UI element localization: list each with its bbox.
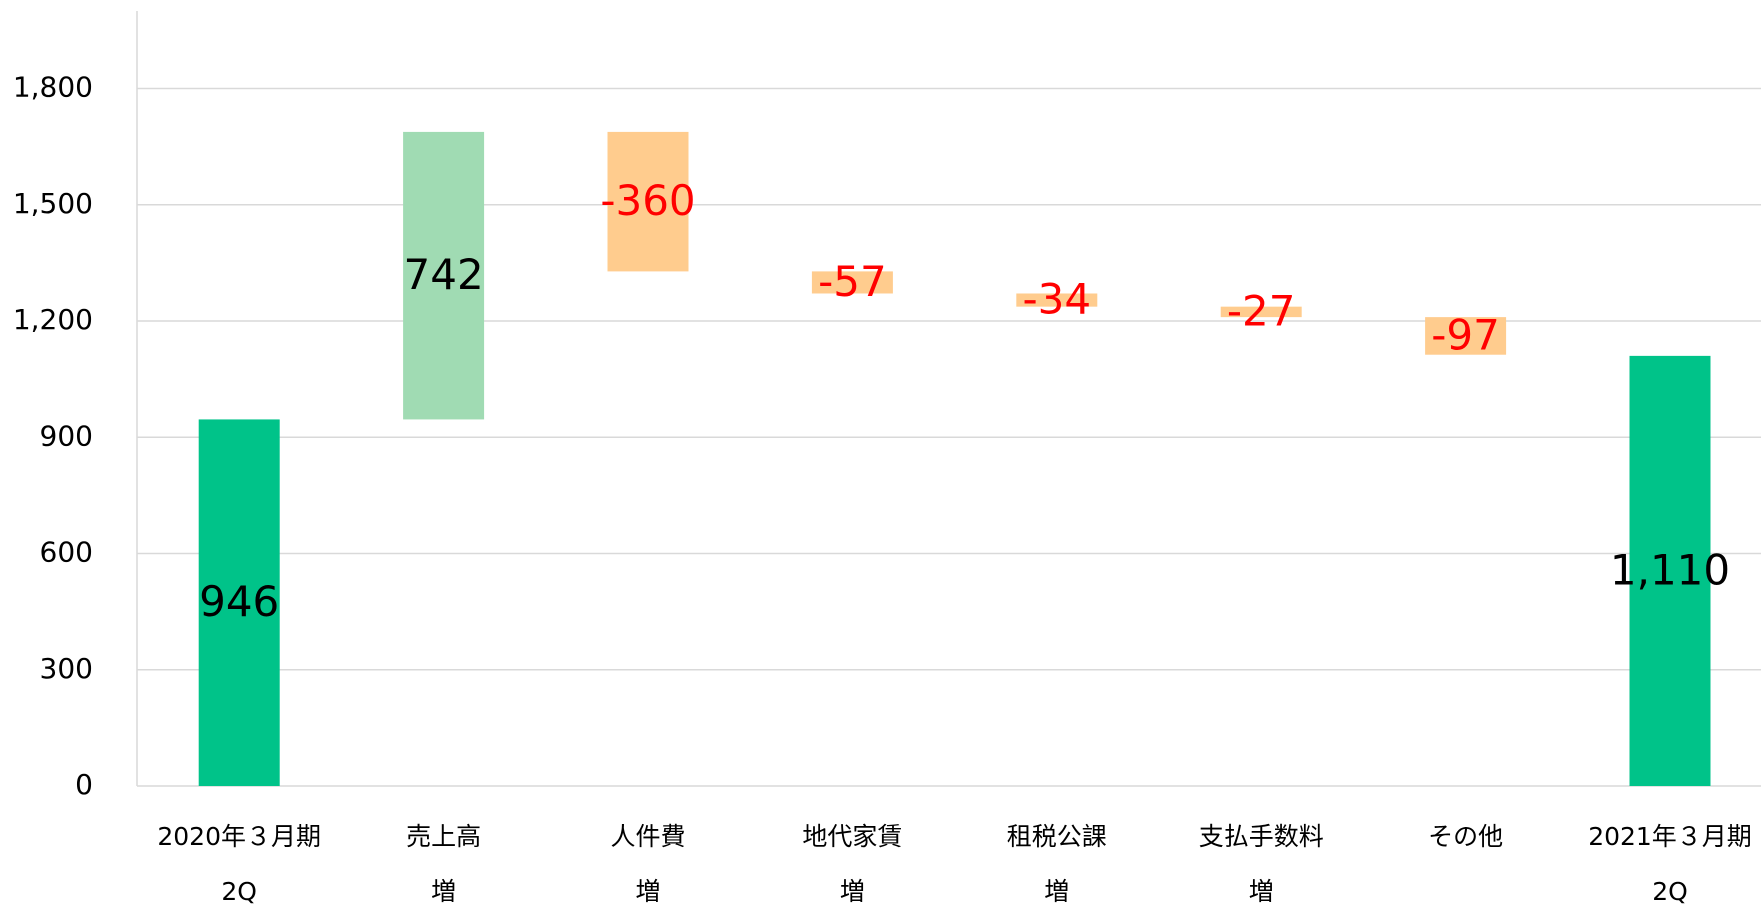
- x-tick-label: 2020年３月期: [157, 822, 321, 851]
- data-label: 1,110: [1610, 545, 1730, 594]
- y-tick-label: 1,200: [13, 303, 93, 336]
- bar: [1629, 355, 1711, 786]
- bar: [198, 419, 280, 786]
- data-label: 742: [404, 250, 484, 299]
- y-tick-label: 1,500: [13, 187, 93, 220]
- y-tick-label: 1,800: [13, 71, 93, 104]
- bar: [811, 271, 893, 294]
- data-label: -97: [1431, 310, 1500, 359]
- x-tick-label: 増: [431, 877, 456, 906]
- data-label: 946: [199, 577, 279, 626]
- x-tick-label: 増: [1044, 877, 1069, 906]
- x-tick-label: 売上高: [406, 822, 481, 851]
- y-tick-label: 600: [40, 536, 93, 569]
- x-tick-label: 租税公課: [1007, 822, 1107, 851]
- x-tick-label: 2Q: [221, 877, 257, 906]
- x-tick-label: 増: [1249, 877, 1274, 906]
- bar: [1016, 293, 1098, 307]
- x-tick-label: 増: [840, 877, 865, 906]
- y-tick-label: 300: [40, 652, 93, 685]
- bar: [1425, 317, 1507, 355]
- data-label: -34: [1022, 275, 1091, 324]
- y-tick-label: 900: [40, 419, 93, 452]
- x-tick-label: 2021年３月期: [1588, 822, 1752, 851]
- data-label: -27: [1227, 286, 1296, 335]
- x-tick-label: 地代家賃: [802, 822, 902, 851]
- data-label: -360: [600, 176, 695, 225]
- bar: [1220, 306, 1302, 318]
- bar: [607, 131, 689, 272]
- data-label: -57: [818, 257, 887, 306]
- y-tick-label: 0: [75, 768, 93, 801]
- x-tick-label: その他: [1428, 822, 1503, 851]
- bar: [403, 131, 485, 420]
- x-tick-label: 支払手数料: [1199, 822, 1324, 851]
- x-tick-label: 人件費: [610, 822, 685, 851]
- x-tick-label: 2Q: [1652, 877, 1688, 906]
- x-tick-label: 増: [635, 877, 660, 906]
